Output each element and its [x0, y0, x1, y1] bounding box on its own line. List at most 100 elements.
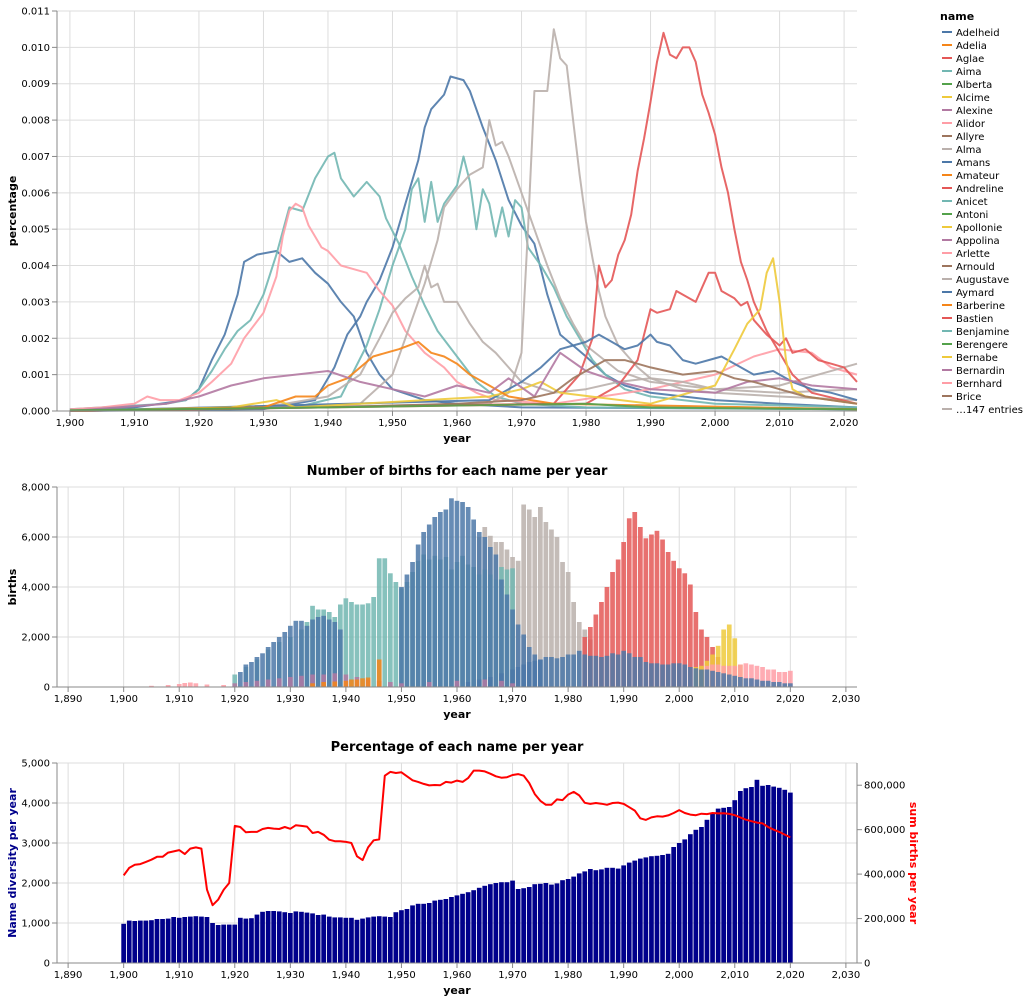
- sum-births-y-tick-label: 400,000: [864, 870, 905, 881]
- diversity-x-tick-label: 1,890: [54, 970, 83, 981]
- births-bar: [165, 685, 171, 687]
- diversity-bar: [249, 918, 254, 963]
- births-bar: [643, 538, 649, 688]
- births-bar: [276, 678, 282, 688]
- births-bar: [532, 660, 538, 688]
- diversity-bar: [626, 862, 632, 963]
- diversity-bar: [165, 918, 171, 963]
- births-bar: [465, 507, 471, 687]
- legend-label: Benjamine: [956, 327, 1009, 338]
- percentage-y-tick-label: 0.008: [21, 116, 50, 127]
- births-bar: [482, 537, 488, 687]
- births-bar: [549, 657, 554, 687]
- births-bar: [182, 683, 188, 687]
- diversity-bar: [204, 917, 210, 963]
- diversity-bar: [576, 873, 582, 963]
- births-bar: [671, 560, 676, 688]
- percentage-y-tick-label: 0.000: [21, 407, 50, 418]
- births-y-axis-title: births: [6, 568, 19, 605]
- diversity-bar: [438, 899, 443, 963]
- diversity-bar: [682, 839, 688, 963]
- births-bar: [443, 509, 449, 687]
- births-bar: [521, 664, 526, 687]
- births-bar: [571, 654, 576, 687]
- diversity-bar: [565, 879, 571, 963]
- births-bar: [788, 670, 793, 688]
- diversity-bar: [426, 903, 432, 963]
- births-bar: [538, 659, 543, 687]
- births-bar: [243, 664, 249, 687]
- diversity-bar: [310, 913, 315, 963]
- births-bar: [610, 653, 615, 688]
- births-x-tick-label: 2,000: [665, 694, 694, 705]
- diversity-bar: [460, 893, 465, 963]
- legend-label: Appolina: [956, 236, 1000, 247]
- percentage-x-tick-label: 1,990: [636, 418, 665, 429]
- births-bar: [599, 657, 604, 687]
- percentage-x-tick-label: 1,940: [314, 418, 343, 429]
- legend-label: Aima: [956, 67, 982, 78]
- births-bar: [676, 568, 682, 688]
- births-bar: [515, 667, 521, 687]
- births-bar: [399, 587, 404, 687]
- births-bar: [660, 664, 665, 687]
- diversity-bar: [615, 868, 621, 963]
- births-chart-title: Number of births for each name per year: [307, 464, 608, 479]
- diversity-bar: [421, 903, 426, 963]
- legend-label: Arlette: [956, 249, 990, 260]
- diversity-bar: [232, 924, 238, 963]
- births-bar: [671, 663, 676, 688]
- sum-births-line: [122, 769, 791, 907]
- births-bar: [332, 673, 338, 688]
- legend-label: Arnould: [956, 262, 995, 273]
- births-bar: [576, 650, 582, 688]
- births-bar: [660, 539, 665, 687]
- births-bar: [504, 594, 510, 687]
- diversity-x-tick-label: 1,990: [609, 970, 638, 981]
- births-bar: [726, 674, 732, 687]
- diversity-x-tick-label: 1,950: [387, 970, 416, 981]
- births-bar-chart: Number of births for each name per year …: [6, 464, 860, 721]
- diversity-bar: [304, 912, 310, 963]
- births-bar: [332, 622, 338, 687]
- births-bar: [710, 670, 715, 688]
- diversity-bar: [521, 888, 526, 963]
- births-bar: [399, 683, 404, 688]
- sum-births-y-tick-label: 600,000: [864, 825, 905, 836]
- diversity-bar: [760, 785, 765, 963]
- diversity-bar: [588, 869, 593, 963]
- births-bar: [543, 522, 549, 687]
- births-bar: [565, 654, 571, 687]
- diversity-bar: [276, 911, 282, 963]
- diversity-bar: [399, 910, 404, 963]
- diversity-bar: [660, 855, 665, 963]
- percentage-series-line: [69, 28, 858, 412]
- diversity-bar: [199, 916, 204, 963]
- diversity-bar: [538, 883, 543, 963]
- percentage-series-line: [69, 340, 858, 412]
- births-bar: [554, 658, 560, 688]
- births-bar: [410, 562, 415, 687]
- births-bar: [388, 682, 393, 687]
- births-bar: [221, 685, 226, 687]
- births-bar: [293, 620, 299, 688]
- diversity-bar: [299, 911, 304, 963]
- diversity-bar: [154, 919, 160, 963]
- births-bar: [193, 683, 199, 688]
- births-bar: [726, 624, 732, 687]
- percentage-series-line: [69, 402, 858, 412]
- diversity-bar: [188, 916, 193, 963]
- legend-label: Antoni: [956, 210, 988, 221]
- diversity-x-tick-label: 1,910: [165, 970, 194, 981]
- births-bar: [626, 653, 632, 688]
- diversity-bar: [193, 916, 199, 963]
- legend-entries: Adelheid Adelia Aglae Aima Alberta Alcime Alex…: [942, 28, 1023, 416]
- diversity-bar: [549, 884, 554, 963]
- births-bar: [388, 573, 393, 688]
- births-bar: [499, 680, 504, 688]
- diversity-bar: [493, 883, 499, 963]
- births-bar: [738, 677, 743, 687]
- diversity-bar: [315, 915, 321, 963]
- births-bar: [604, 587, 610, 687]
